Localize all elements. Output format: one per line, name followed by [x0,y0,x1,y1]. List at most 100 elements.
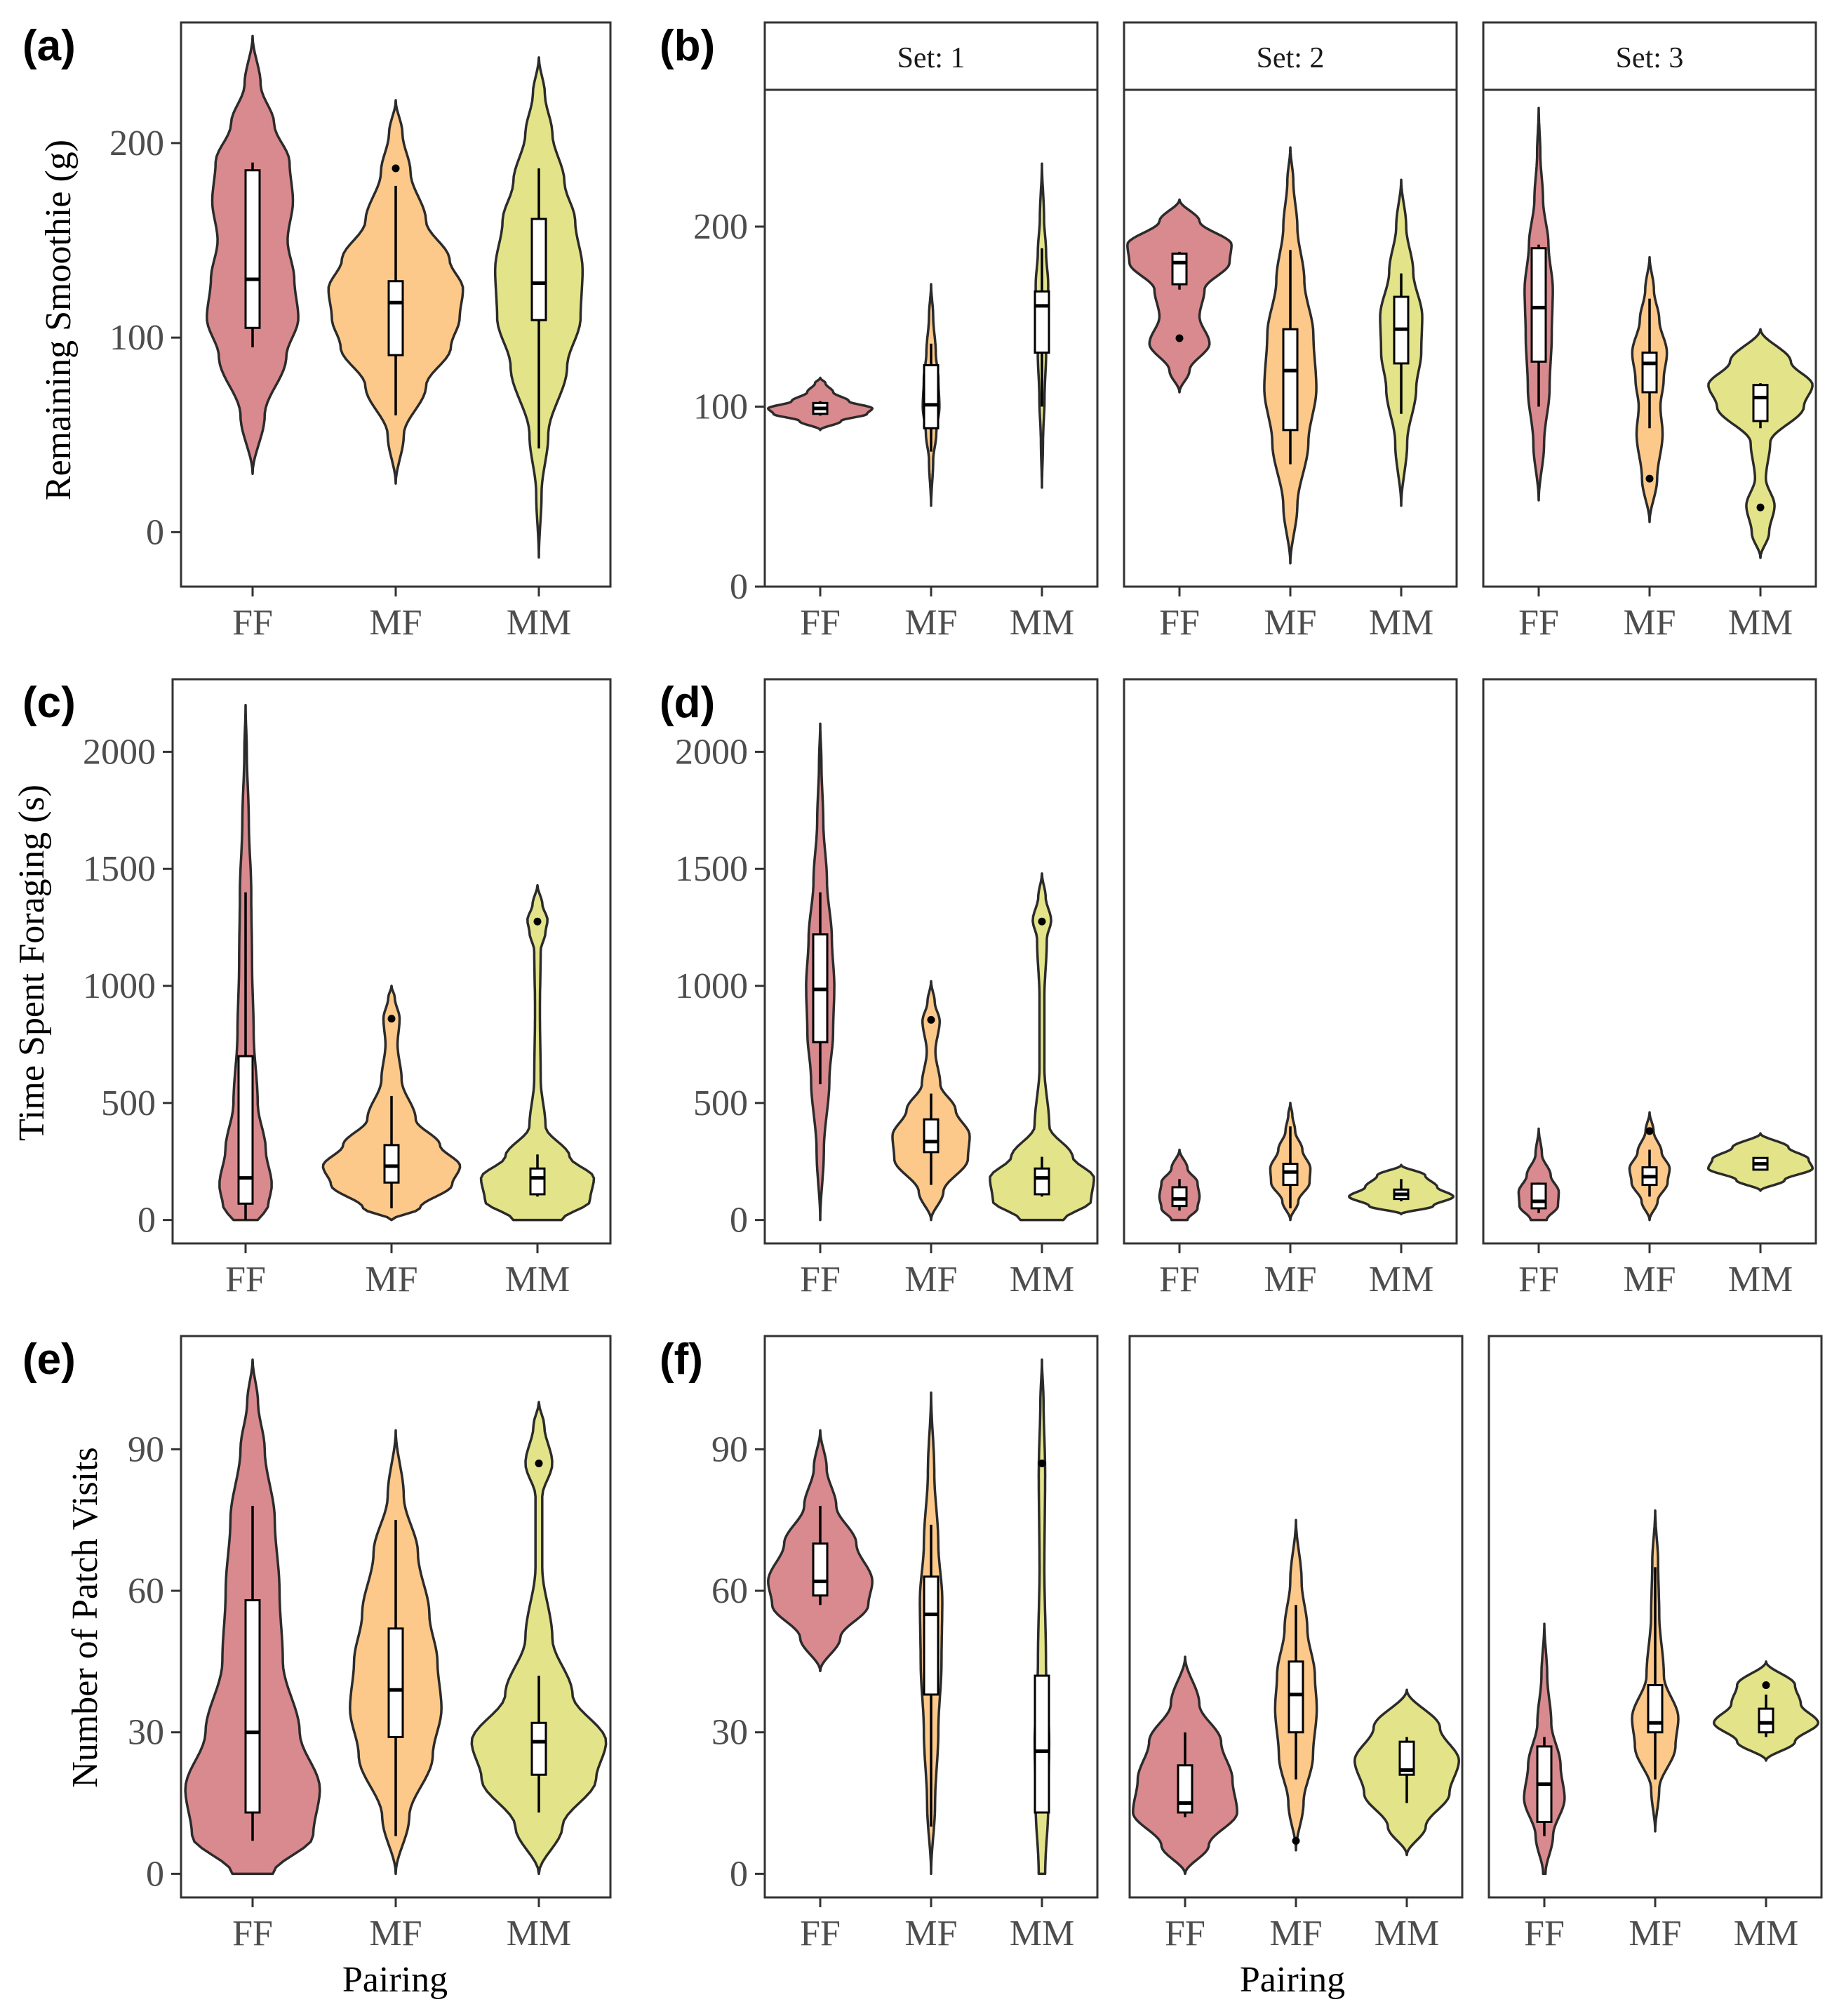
box-MF [387,280,404,356]
y-tick-label: 90 [711,1429,748,1469]
box-FF [1171,1186,1188,1208]
box-MF [923,363,940,429]
outlier-point [535,1460,543,1468]
x-tick-label: MF [369,1914,422,1954]
x-tick-label: FF [1518,603,1559,643]
outlier-point [387,1015,396,1023]
panel-c: 0 500 1000 1500 2000 FF MF MM [83,678,612,1300]
box-MF [1288,1660,1304,1734]
x-tick-label: MF [1629,1914,1681,1954]
y-axis-title-a: Remaining Smoothie (g) [39,140,79,500]
panel-f: 0 30 60 90 FF MF MM [711,1335,1099,1954]
panel-e: 0 30 60 90 FF MF MM [128,1335,612,1954]
x-tick-label: FF [800,1260,841,1300]
facet-strip-3-label: Set: 3 [1616,42,1684,74]
y-tick-label: 2000 [83,732,156,772]
box-MM [530,1721,547,1776]
box-FF [237,1055,254,1205]
violin-MM [989,872,1095,1222]
y-tick-label: 0 [146,1854,164,1894]
box-MF [1282,1163,1299,1187]
violin-MM [470,1401,608,1876]
y-tick-label: 100 [693,387,748,427]
panel-a: 0 100 200 FF MF MM [109,21,612,643]
panel-label-e: (e) [22,1335,76,1384]
y-tick-label: 30 [711,1713,748,1753]
y-tick-label: 500 [101,1083,156,1123]
box-MM [1752,384,1769,422]
box-MM [1034,290,1050,354]
outlier-point [1175,334,1184,342]
x-tick-label: MF [1623,1260,1676,1300]
box-MF [1641,352,1658,394]
outlier-point [533,917,542,926]
outlier-point [1645,474,1654,483]
x-tick-label: MM [1369,1260,1433,1300]
x-tick-label: MM [1728,603,1793,643]
violin-FF [1126,198,1233,394]
outlier-point [927,1015,935,1024]
box-MF [1647,1683,1664,1734]
panel-label-f: (f) [660,1335,703,1384]
x-tick-label: FF [800,603,841,643]
panel-b3: FF MF MM [1482,88,1817,643]
panel-label-d: (d) [660,679,715,727]
y-tick-label: 0 [146,512,164,552]
x-tick-label: MF [904,1260,957,1300]
y-tick-label: 0 [730,567,748,607]
box-MF [923,1575,940,1696]
facet-strip-2: Set: 2 [1123,21,1458,91]
outlier-point [1762,1681,1770,1689]
panel-label-c: (c) [22,679,76,727]
x-tick-label: MF [904,603,957,643]
box-FF [244,169,261,329]
panel-f3: FF MF MM [1487,1335,1823,1954]
x-tick-label: MM [505,1260,570,1300]
y-tick-label: 0 [138,1201,156,1241]
outlier-point [1645,1127,1654,1135]
y-tick-label: 200 [109,124,164,163]
y-tick-label: 200 [693,207,748,247]
box-MM [1034,1674,1050,1814]
y-axis-title-c: Time Spent Foraging (s) [12,785,52,1141]
x-tick-label: MM [1734,1914,1798,1954]
y-tick-label: 1500 [675,849,748,889]
box-MM [1758,1707,1774,1734]
y-tick-label: 0 [730,1854,748,1894]
y-tick-label: 500 [693,1083,748,1123]
box-MF [383,1144,400,1184]
x-tick-label: FF [800,1914,841,1954]
panel-label-b: (b) [660,22,715,70]
x-tick-label: FF [1165,1914,1205,1954]
box-FF [244,1598,261,1814]
facet-strip-3: Set: 3 [1482,21,1817,91]
y-tick-label: 30 [128,1713,164,1753]
panel-label-a: (a) [22,22,76,70]
x-tick-label: MM [1375,1914,1439,1954]
y-tick-label: 1000 [83,966,156,1006]
x-tick-label: MM [507,603,571,643]
outlier-point [392,164,400,173]
panel-b2: FF MF MM [1123,88,1458,643]
x-tick-label: MM [1010,1914,1074,1954]
box-MF [923,1118,940,1154]
plot-area: 0 100 200 FF MF MM 0 100 200 FF MF MM FF MF MM FF MF MM 0 5… [83,21,1823,1954]
x-tick-label: MF [1264,1260,1316,1300]
x-tick-label: MF [365,1260,417,1300]
y-tick-label: 1500 [83,849,156,889]
y-tick-label: 2000 [675,732,748,772]
facet-strip-2-label: Set: 2 [1257,42,1325,74]
x-tick-label: FF [232,1914,273,1954]
x-tick-label: FF [225,1260,266,1300]
x-tick-label: FF [1518,1260,1559,1300]
box-FF [1530,247,1547,363]
outlier-point [1038,917,1046,926]
panel-f2: FF MF MM [1128,1335,1464,1954]
x-tick-label: FF [1524,1914,1565,1954]
x-tick-label: MM [1728,1260,1793,1300]
x-tick-label: FF [1159,1260,1200,1300]
outlier-point [1756,503,1765,512]
x-tick-label: FF [232,603,273,643]
box-MM [529,1167,546,1196]
